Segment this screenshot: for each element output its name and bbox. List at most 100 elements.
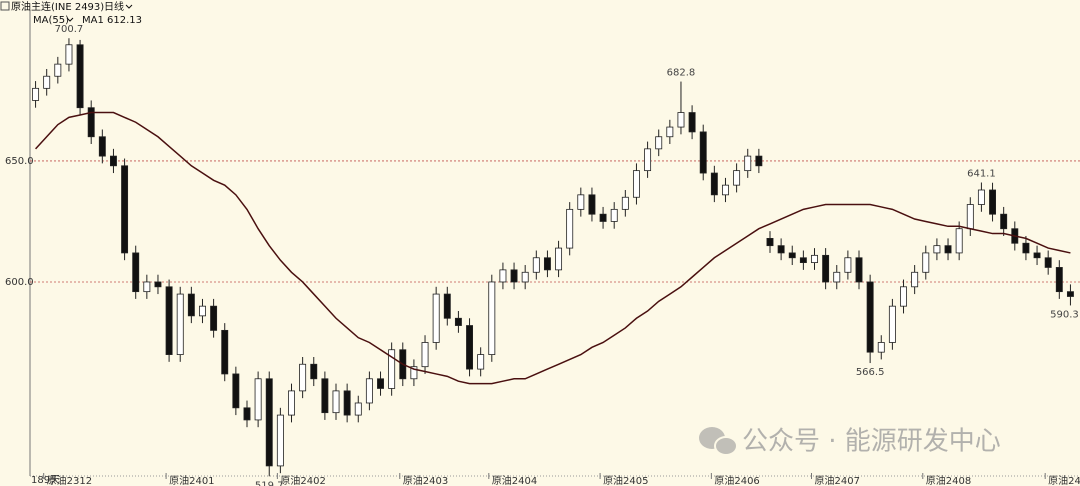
candle-body [232,373,240,409]
candle-body [944,245,952,254]
candle-body [388,349,396,389]
candle-body [187,293,195,317]
candle-body [555,247,563,271]
candle-body [632,170,640,198]
candle-body [722,184,729,196]
candle-body [165,286,173,355]
candle-body [588,194,596,215]
candle-body [911,271,919,288]
candle-body [32,87,40,101]
candle-body [955,228,963,254]
candle-body [276,414,284,467]
candle-body [621,196,629,210]
candle-body [688,112,696,133]
y-tick-label: 650.0 [5,156,34,167]
candle-body [343,390,351,416]
candle-body [933,245,941,254]
candle-body [54,63,62,77]
candle-body [888,305,896,343]
candle-body [666,126,674,138]
candle-body [332,390,340,414]
candle-body [288,390,295,416]
candle-body [443,293,451,319]
candle-body [421,342,429,368]
candle-body [521,271,529,283]
candle-body [833,271,841,283]
candle-body [977,189,985,205]
candle-body [1022,242,1030,254]
candle-body [365,378,373,404]
candle-body [299,363,307,392]
period[interactable]: 日线 [104,0,124,13]
candle-body [610,208,618,222]
candle-body [87,107,95,138]
candle-body [98,136,106,157]
candle-body [1066,291,1074,297]
candle-body [499,269,507,283]
candle-body [644,148,652,172]
candle-body [777,245,785,254]
annotation: 682.8 [667,68,696,79]
candle-body [966,204,974,230]
candle-body [176,293,184,355]
x-tick-label: 原油2404 [492,474,537,486]
candle-body [922,252,930,273]
candle-body [109,155,117,167]
days-label: 189天 [31,475,60,486]
candle-body [744,155,752,172]
candle-body [1033,252,1041,259]
candle-body [532,257,540,273]
candle-body [855,257,863,283]
annotation: 641.1 [967,168,996,179]
dropdown [66,17,74,22]
candle-body [866,281,874,353]
candle-body [822,254,830,283]
candle-body [788,252,796,259]
candle-body [132,252,140,293]
candle-body [210,305,218,331]
candle-body [354,402,362,416]
x-tick-label: 原油2403 [403,474,448,486]
candle-body [710,172,718,196]
candle-body [466,325,474,370]
candle-body [755,155,763,167]
x-tick-label: 原油2402 [280,474,325,486]
candle-body [65,44,73,65]
candle-body [766,238,774,247]
candle-body [577,194,585,210]
x-tick-label: 原油2406 [714,474,759,486]
candle-body [799,257,807,264]
annotation: 700.7 [55,24,84,35]
candle-body [121,165,129,254]
candle-body [543,257,551,271]
candle-body [199,305,206,317]
candle-body [43,75,51,89]
candle-body [143,281,151,293]
candle-body [488,281,496,355]
watermark: 公众号 · 能源研发中心 [742,427,1001,457]
dropdown [125,4,133,9]
candle-body [900,286,907,307]
annotation: 519.7 [255,480,284,486]
candle-body [655,136,663,150]
candle-body [265,378,273,467]
annotation: 566.5 [856,367,885,378]
candle-body [432,293,440,343]
ma-label: MA1 612.13 [82,15,142,26]
candle-body [410,366,418,380]
x-tick-label: 原油24 [1048,474,1080,486]
annotation: 590.3 [1050,309,1079,320]
x-tick-label: 原油2401 [169,474,214,486]
watermark-icon [699,427,738,456]
y-tick-label: 600.0 [5,277,34,288]
candle-body [1000,213,1008,230]
indicator[interactable]: MA(55) [33,15,69,26]
x-tick-label: 原油2408 [926,474,971,486]
candle-body [154,281,162,288]
candle-body [321,378,329,414]
candle-body [844,257,852,273]
candle-body [1044,257,1052,268]
candle-body [599,213,607,222]
